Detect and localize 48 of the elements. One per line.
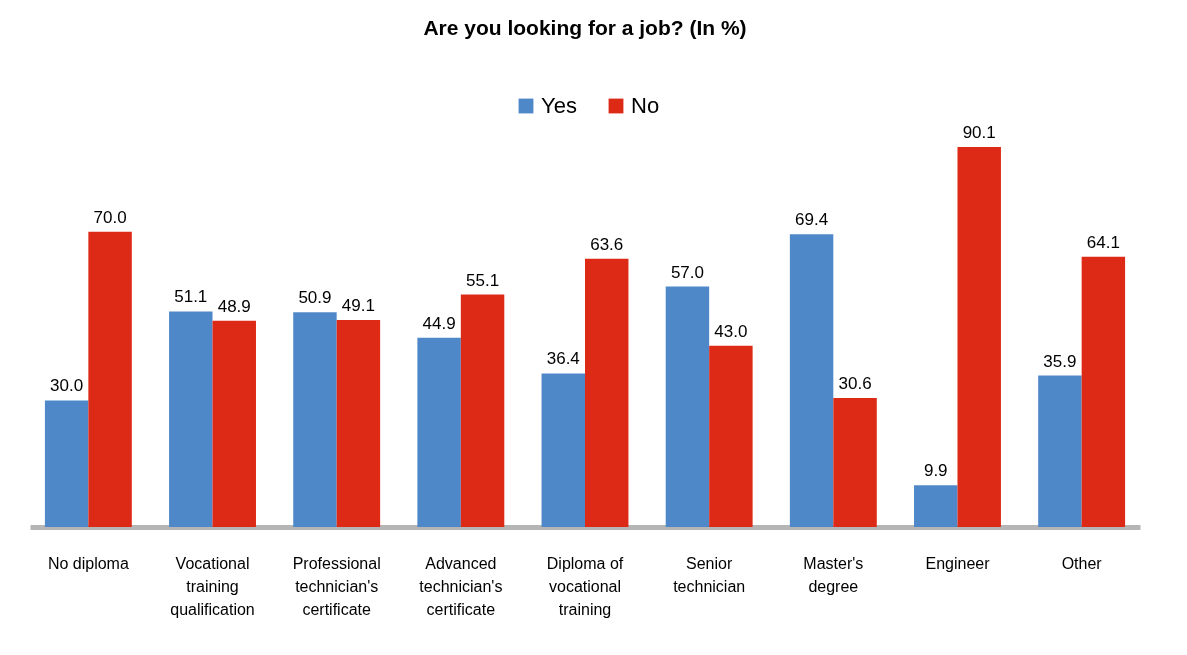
bar bbox=[212, 320, 256, 527]
data-label: 43.0 bbox=[714, 321, 748, 341]
bar bbox=[336, 319, 381, 527]
bar bbox=[585, 258, 629, 527]
data-label: 90.1 bbox=[962, 123, 996, 142]
data-label: 44.9 bbox=[422, 313, 456, 333]
bar bbox=[914, 485, 958, 527]
data-label: 63.6 bbox=[590, 234, 624, 254]
x-tick-label: Diploma of vocational training bbox=[546, 554, 624, 618]
bar bbox=[293, 312, 337, 527]
data-label: 55.1 bbox=[466, 270, 500, 290]
bar bbox=[1081, 256, 1126, 527]
x-tick-label: Engineer bbox=[925, 554, 991, 572]
bar bbox=[417, 337, 461, 527]
bar bbox=[460, 294, 505, 527]
bar bbox=[541, 373, 585, 527]
bar bbox=[957, 147, 1001, 527]
x-tick-label: Professional technician's certificate bbox=[292, 554, 381, 618]
bar bbox=[88, 231, 132, 527]
bar bbox=[665, 286, 710, 527]
x-tick-label: No diploma bbox=[47, 554, 129, 572]
data-label: 64.1 bbox=[1086, 232, 1120, 252]
x-tick-label: Vocational training qualification bbox=[170, 554, 255, 618]
data-label: 30.0 bbox=[50, 376, 84, 396]
legend-label: No bbox=[631, 93, 660, 118]
x-tick-label: Advanced technician's certificate bbox=[419, 554, 503, 618]
bar bbox=[789, 234, 834, 527]
bar bbox=[833, 397, 877, 527]
data-label: 57.0 bbox=[670, 262, 704, 282]
data-label: 70.0 bbox=[93, 207, 127, 227]
bar bbox=[709, 345, 753, 527]
x-tick-label: Senior technician bbox=[673, 554, 746, 595]
x-tick-label: Master's degree bbox=[803, 554, 864, 595]
legend-label: Yes bbox=[541, 93, 577, 118]
data-label: 35.9 bbox=[1043, 351, 1077, 371]
bar bbox=[44, 400, 89, 527]
data-label: 30.6 bbox=[838, 373, 872, 393]
x-tick-label: Other bbox=[1061, 554, 1103, 572]
data-label: 48.9 bbox=[217, 296, 251, 316]
data-label: 36.4 bbox=[546, 349, 580, 369]
data-label: 50.9 bbox=[298, 288, 332, 308]
data-label: 9.9 bbox=[923, 461, 948, 481]
data-label: 49.1 bbox=[341, 295, 375, 315]
data-label: 51.1 bbox=[174, 287, 208, 307]
bar bbox=[1038, 375, 1082, 527]
chart-title: Are you looking for a job? (In %) bbox=[423, 16, 747, 39]
bar bbox=[169, 311, 213, 527]
data-label: 69.4 bbox=[795, 210, 829, 230]
